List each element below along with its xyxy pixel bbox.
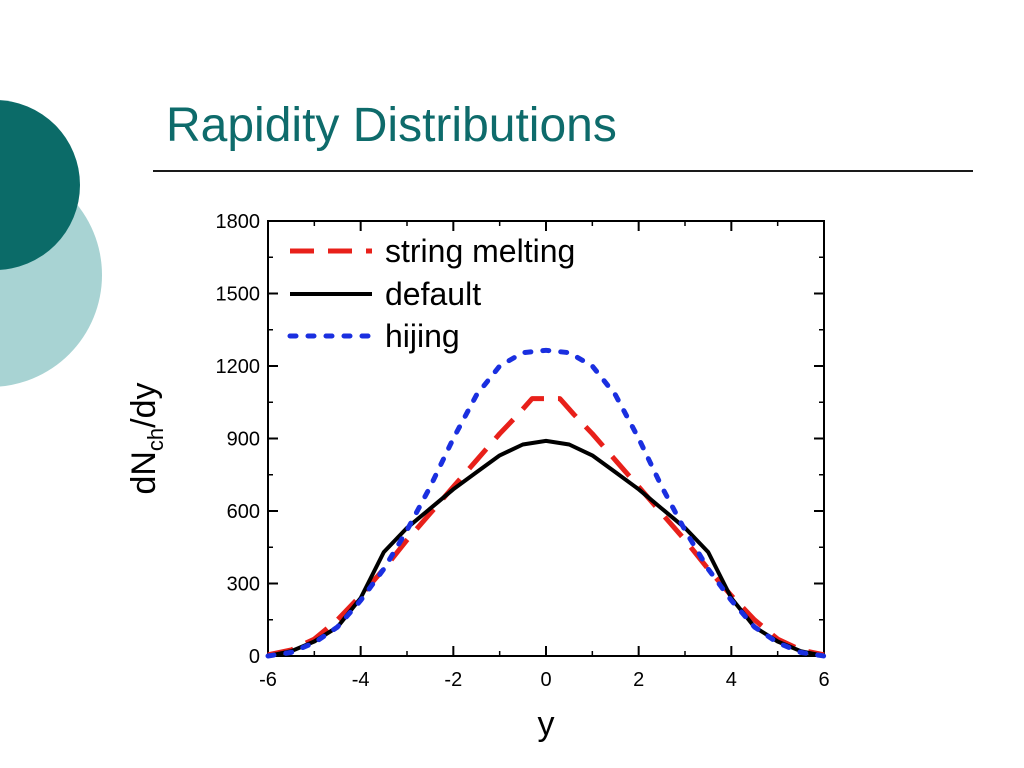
y-tick-label: 300 [227, 574, 260, 596]
y-tick-label: 1800 [216, 211, 261, 233]
y-tick-label: 1500 [216, 284, 261, 306]
decor-dark-circle [0, 100, 80, 270]
y-tick-label: 1200 [216, 356, 261, 378]
y-axis-title: dNch/dy [125, 382, 168, 494]
slide-title: Rapidity Distributions [166, 99, 617, 152]
x-axis-title: y [538, 705, 555, 743]
x-tick-label: -4 [352, 669, 370, 691]
legend-label: string melting [385, 233, 575, 269]
x-tick-label: -6 [259, 669, 277, 691]
y-axis-title-main: dN [125, 451, 163, 494]
series-line-hijing [265, 347, 827, 659]
legend: string melting default hijing [287, 233, 575, 354]
y-axis-title-subscript: ch [143, 428, 168, 451]
legend-label: hijing [385, 318, 460, 354]
series-line-default [267, 438, 825, 658]
x-tick-label: 6 [818, 669, 829, 691]
series-layer [265, 347, 827, 659]
y-axis-ticks: 0 300 600 900 1200 1500 1800 [216, 211, 824, 668]
legend-label: default [385, 276, 481, 312]
x-tick-label: 0 [540, 669, 551, 691]
title-divider [153, 170, 973, 172]
y-tick-label: 600 [227, 501, 260, 523]
x-tick-label: -2 [444, 669, 462, 691]
y-tick-label: 900 [227, 429, 260, 451]
series-line-string-melting [267, 396, 825, 658]
plot-frame [267, 220, 825, 657]
y-axis-title-rest: /dy [125, 382, 163, 427]
y-tick-label: 0 [249, 646, 260, 668]
x-tick-label: 4 [726, 669, 737, 691]
x-axis-ticks: -6 -4 -2 0 2 4 6 [259, 221, 830, 691]
x-tick-label: 2 [633, 669, 644, 691]
